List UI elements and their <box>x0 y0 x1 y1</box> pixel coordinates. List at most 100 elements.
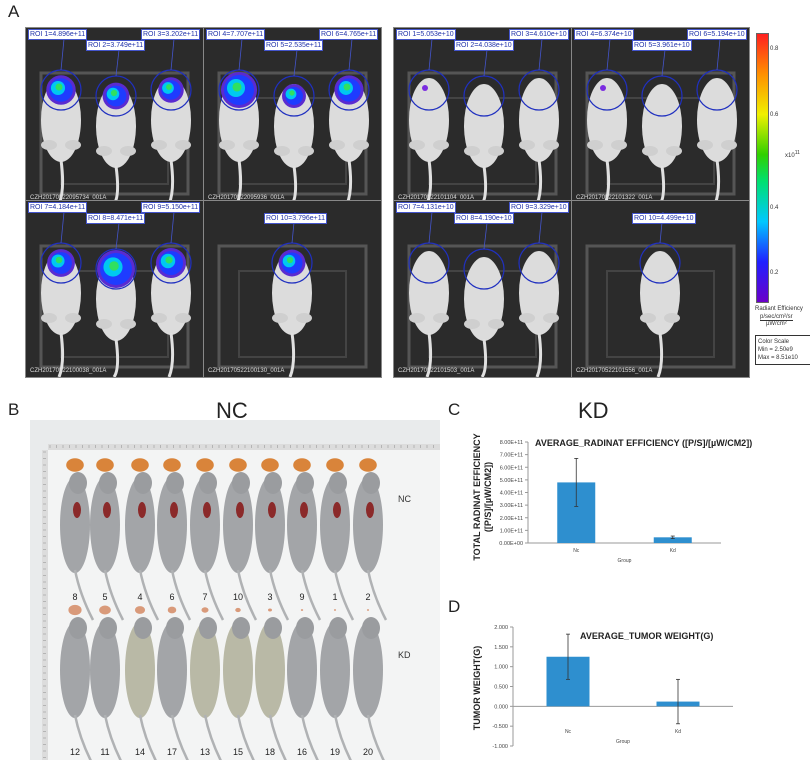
colorbar-tick: 0.6 <box>770 112 779 118</box>
color-scale-min: Min = 2.50e9 <box>758 347 793 353</box>
mouse-number: 5 <box>102 592 107 602</box>
image-filename: CZH20170522101322_001A <box>576 195 653 201</box>
colorbar-tick: 0.8 <box>770 46 779 52</box>
mouse <box>287 472 322 621</box>
x-tick-label: Nc <box>565 729 572 735</box>
mouse <box>60 617 95 766</box>
mouse-number: 9 <box>299 592 304 602</box>
x-tick-label: Kd <box>670 548 676 554</box>
roi-label: ROI 10=4.499e+10 <box>632 213 696 224</box>
image-filename: CZH20170522101104_001A <box>398 195 474 201</box>
x-axis-label: Group <box>618 558 632 564</box>
mouse <box>320 472 355 621</box>
roi-label: ROI 7=4.184e+11 <box>28 202 88 213</box>
mouse <box>353 617 388 766</box>
ivis-image: ROI 10=3.796e+11 CZH20170522100130_001A <box>203 200 382 378</box>
y-axis-label: TOTAL RADINAT EFFICIENCY <box>472 433 482 560</box>
y-tick-label: -1.000 <box>492 744 508 750</box>
group-label-nc: NC <box>216 398 248 423</box>
chart-title: AVERAGE_TUMOR WEIGHT(G) <box>580 631 713 641</box>
mouse-number: 6 <box>169 592 174 602</box>
roi-label: ROI 10=3.796e+11 <box>264 213 328 224</box>
mouse-number: 4 <box>137 592 142 602</box>
colorbar-title: Radiant Efficiency <box>755 306 803 312</box>
mouse-number: 7 <box>202 592 207 602</box>
ivis-image: ROI 7=4.131e+10 ROI 8=4.190e+10 ROI 9=3.32… <box>393 200 572 378</box>
photo-group-label: NC <box>398 494 411 504</box>
roi-label: ROI 4=6.374e+10 <box>574 29 634 40</box>
chart-tumor-weight: -1.000 -0.500 0.000 0.500 1.000 1.500 2.000 Nc K… <box>472 625 733 750</box>
roi-label: ROI 5=2.535e+11 <box>264 40 324 51</box>
mouse <box>697 78 737 204</box>
y-tick-label: 6.00E+11 <box>500 465 523 471</box>
y-tick-label: 1.00E+11 <box>500 528 523 534</box>
mouse-number: 11 <box>100 747 109 757</box>
roi-label: ROI 9=3.329e+10 <box>509 202 569 213</box>
mouse-number: 19 <box>330 747 340 757</box>
tumor <box>293 458 311 472</box>
color-scale-title: Color Scale <box>758 339 790 345</box>
mouse-number: 17 <box>167 747 177 757</box>
ivis-image: ROI 10=4.499e+10 CZH20170522101556_001A <box>571 200 750 378</box>
ivis-image: ROI 1=5.053e+10 ROI 2=4.038e+10 ROI 3=4.61… <box>393 27 572 205</box>
y-tick-label: 2.000 <box>494 625 508 631</box>
tumor <box>163 458 181 472</box>
panel-label-a: A <box>8 2 20 21</box>
mouse <box>255 472 290 621</box>
roi-label: ROI 8=4.190e+10 <box>454 213 514 224</box>
color-scale-max: Max = 8.51e10 <box>758 355 798 361</box>
tumor <box>99 605 111 615</box>
image-filename: CZH20170522095936_001A <box>208 195 285 201</box>
tumor <box>235 607 241 613</box>
tumor <box>366 609 370 611</box>
ivis-image: ROI 7=4.184e+11 ROI 8=8.471e+11 ROI 9=5.15… <box>25 200 204 378</box>
colorbar-multiplier: x1011 <box>785 150 800 159</box>
mouse-number: 18 <box>265 747 275 757</box>
mouse <box>642 84 682 204</box>
colorbar-unit: p/sec/cm²/sr µW/cm² <box>760 314 793 327</box>
photo-group-label: KD <box>398 650 411 660</box>
tumor <box>66 458 84 472</box>
panel-label-b: B <box>8 400 20 419</box>
image-filename: CZH20170522100038_001A <box>30 368 107 374</box>
tumor <box>333 609 337 611</box>
roi-label: ROI 7=4.131e+10 <box>396 202 456 213</box>
tumor <box>326 458 344 472</box>
mouse <box>223 617 258 766</box>
image-filename: CZH20170522095734_001A <box>30 195 107 201</box>
mouse <box>96 84 136 204</box>
roi-label: ROI 1=4.896e+11 <box>28 29 88 40</box>
y-tick-label: 7.00E+11 <box>500 453 523 459</box>
color-scale-box: Color Scale Min = 2.50e9 Max = 8.51e10 <box>755 335 810 365</box>
mouse <box>274 84 314 204</box>
roi-label: ROI 2=3.749e+11 <box>86 40 146 51</box>
tumor <box>268 608 272 612</box>
y-tick-label: 0.500 <box>494 685 508 691</box>
mouse <box>190 617 225 766</box>
roi-label: ROI 3=4.610e+10 <box>509 29 569 40</box>
y-tick-label: 5.00E+11 <box>500 478 523 484</box>
y-tick-label: -0.500 <box>492 724 508 730</box>
roi-label: ROI 3=3.202e+11 <box>141 29 201 40</box>
y-tick-label: 4.00E+11 <box>500 491 523 497</box>
panel-b-mice-photo: 8 5 4 6 7 10 3 9 1 2 NC 12 11 14 17 13 15 18 16 19 20 KD <box>30 420 440 766</box>
x-tick-label: Nc <box>573 548 580 554</box>
mouse-number: 3 <box>267 592 272 602</box>
y-tick-label: 1.000 <box>494 665 508 671</box>
ivis-image: ROI 1=4.896e+11 ROI 2=3.749e+11 ROI 3=3.20… <box>25 27 204 205</box>
tumor <box>229 458 247 472</box>
mouse <box>60 472 95 621</box>
panel-label-c: C <box>448 400 461 419</box>
roi-label: ROI 1=5.053e+10 <box>396 29 456 40</box>
mouse <box>190 472 225 621</box>
mouse <box>125 472 160 621</box>
tumor <box>196 458 214 472</box>
tumor <box>359 458 377 472</box>
mouse <box>464 84 504 204</box>
tumor <box>300 609 304 611</box>
tumor <box>201 607 209 613</box>
roi-label: ROI 2=4.038e+10 <box>454 40 514 51</box>
roi-label: ROI 8=8.471e+11 <box>86 213 146 224</box>
y-tick-label: 8.00E+11 <box>500 440 523 446</box>
